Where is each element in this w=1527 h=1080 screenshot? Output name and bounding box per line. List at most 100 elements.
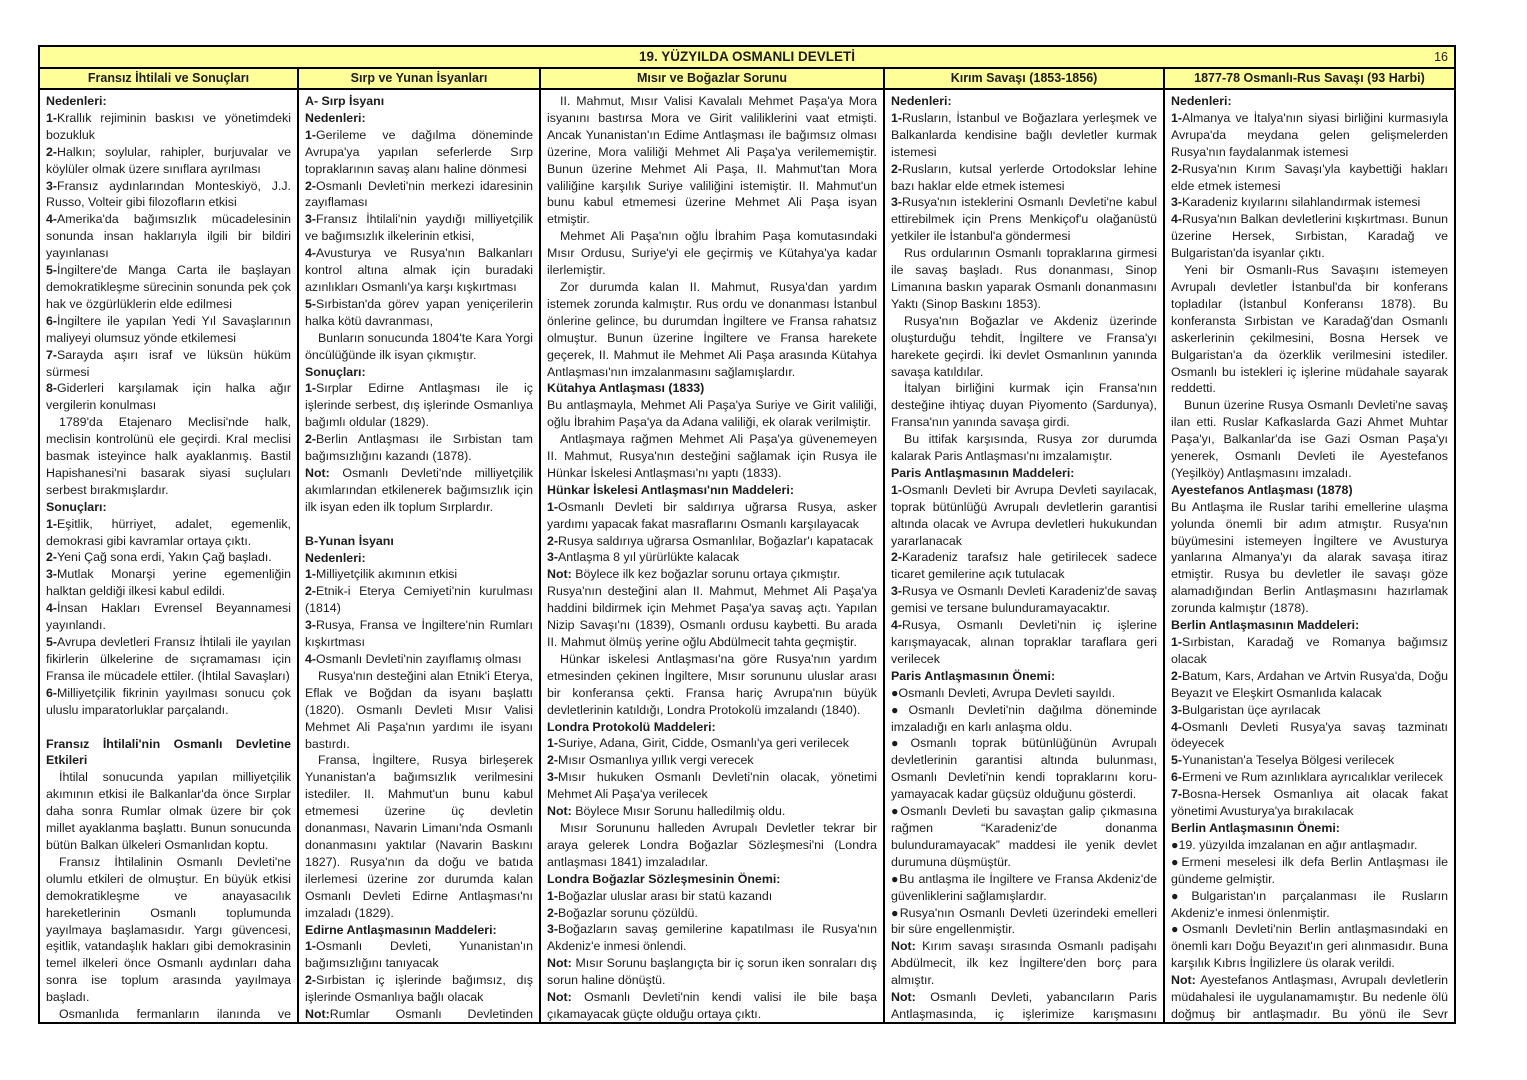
section-heading: Paris Antlaşmasının Maddeleri: [891,465,1075,480]
paragraph: 2-Rusların, kutsal yerlerde Ortodokslar … [891,161,1157,193]
bold-prefix: 5- [46,635,58,649]
paragraph: Rusya'nın desteğini alan II. Mahmut, Meh… [547,584,877,649]
paragraph: 3-Antlaşma 8 yıl yürürlükte kalacak [547,550,740,565]
bold-prefix: 6- [46,685,58,700]
section-heading: Paris Antlaşmasının Önemi: [891,668,1056,683]
bold-prefix: 1- [46,516,58,531]
bullet-marker: ● [891,804,901,819]
paragraph: 4-Rusya'nın Balkan devletlerini kışkırtm… [1171,212,1448,261]
bullet-marker: ● [1171,837,1179,852]
paragraph: ●19. yüzyılda imzalanan en ağır antlaşma… [1171,837,1418,852]
paragraph: 6-Ermeni ve Rum azınlıklara ayrıcalıklar… [1171,770,1444,785]
paragraph: 3-Mutlak Monarşi yerine egemenliğin halk… [46,567,291,599]
bold-prefix: Not: [891,990,916,1005]
bold-prefix: 2- [1171,161,1183,176]
section-heading: Nedenleri: [305,550,366,565]
bullet-marker: ● [1171,922,1183,937]
paragraph: 1-Osmanlı Devleti bir saldırıya uğrarsa … [547,499,877,531]
section-heading: A- Sırp İsyanı [305,94,385,108]
bold-prefix: 2- [305,432,317,447]
bold-prefix: 3- [891,584,903,599]
paragraph: 4-Osmanlı Devleti'nin zayıflamış olması [305,652,522,666]
paragraph: 1-Sırbistan, Karadağ ve Romanya bağımsız… [1171,635,1448,666]
paragraph: Rusya'nın desteğini alan Etnik'i Eterya,… [305,668,533,751]
paragraph: 2-Sırbistan iç işlerinde bağımsız, dış i… [305,973,533,1005]
bold-prefix: Not: [547,990,572,1005]
paragraph: II. Mahmut, Mısır Valisi Kavalalı Mehmet… [547,94,877,227]
paragraph: 1-Suriye, Adana, Girit, Cidde, Osmanlı'y… [547,736,849,751]
paragraph: 6-Milliyetçilik fikrinin yayılması sonuc… [46,685,291,717]
section-heading: Nedenleri: [305,110,366,125]
bold-prefix: 1- [547,888,559,903]
section-heading: Kütahya Antlaşması (1833) [547,381,705,396]
paragraph: Bunun üzerine Rusya Osmanlı Devleti'ne s… [1171,398,1448,480]
paragraph: ●Osmanlı Devleti'nin Berlin antlaşmasınd… [1171,922,1448,971]
bold-prefix: 2- [46,144,58,159]
paragraph: Fransa, İngiltere, Rusya birleşerek Yuna… [305,753,533,920]
paragraph: Bu Antlaşma ile Ruslar tarihi emellerine… [1171,499,1448,616]
bold-prefix: 1- [305,381,317,396]
section-heading: Berlin Antlaşmasının Önemi: [1171,820,1340,835]
paragraph: 1-Krallık rejiminin baskısı ve yönetimde… [46,110,291,142]
paragraph: 2-Osmanlı Devleti'nin merkezi idaresinin… [305,178,533,210]
paragraph: Not: Böylece ilk kez boğazlar sorunu ort… [547,567,841,582]
paragraph: Rusya'nın Boğazlar ve Akdeniz üzerinde o… [891,313,1157,379]
bold-prefix: Not: [1171,973,1196,988]
bold-prefix: 4- [1171,719,1183,734]
paragraph: Zor durumda kalan II. Mahmut, Rusya'dan … [547,279,877,379]
paragraph: 4-Osmanlı Devleti Rusya'ya savaş tazmina… [1171,719,1448,751]
bullet-marker: ● [891,871,900,886]
column-content-fransiz-ihtilali: Nedenleri: 1-Krallık rejiminin baskısı ve… [40,90,297,1022]
bold-prefix: 2- [46,550,58,565]
paragraph: ●Osmanlı Devleti, Avrupa Devleti sayıldı… [891,685,1116,700]
paragraph: Antlaşmaya rağmen Mehmet Ali Paşa'ya güv… [547,432,877,480]
paragraph: Not:Rumlar Osmanlı Devletinden ayrılarak… [305,1007,533,1022]
column-content-kirim-savasi: Nedenleri: 1-Rusların, İstanbul ve Boğazl… [883,90,1163,1022]
bold-prefix: 5- [46,263,58,278]
bold-prefix: 3- [305,618,317,633]
paragraph: 3-Mısır hukuken Osmanlı Devleti'nin olac… [547,770,877,802]
bullet-marker: ● [1171,888,1192,903]
paragraph: 4-Avusturya ve Rusya'nın Balkanları kont… [305,246,533,294]
bold-prefix: 3- [46,567,58,582]
paragraph: 5-Sırbistan'da görev yapan yeniçerilerin… [305,296,533,328]
paragraph: 1-Gerileme ve dağılma döneminde Avrupa'y… [305,127,533,176]
section-heading: Sonuçları: [46,499,107,514]
bold-prefix: 7- [1171,787,1183,802]
section-heading: Ayestefanos Antlaşması (1878) [1171,482,1353,497]
paragraph: Not: Böylece Mısır Sorunu halledilmiş ol… [547,804,786,819]
paragraph: 5-Avrupa devletleri Fransız İhtilali ile… [46,635,291,683]
bold-prefix: 4- [305,246,317,261]
paragraph: 1-Osmanlı Devleti bir Avrupa Devleti say… [891,482,1157,548]
paragraph: 4-Rusya, Osmanlı Devleti'nin iç işlerine… [891,618,1157,666]
column-content-misir-bogazlar: II. Mahmut, Mısır Valisi Kavalalı Mehmet… [539,90,883,1022]
paragraph: 8-Giderleri karşılamak için halka ağır v… [46,381,291,413]
bold-prefix: Not: [547,567,572,582]
paragraph: Mısır Sorununu halleden Avrupalı Devletl… [547,820,877,869]
paragraph: Yeni bir Osmanlı-Rus Savaşını istemeyen … [1171,263,1448,396]
bold-prefix: 2- [547,753,559,768]
column-content-sirp-yunan: A- Sırp İsyanı Nedenleri: 1-Gerileme ve da… [297,90,539,1022]
paragraph: 2-Rusya'nın Kırım Savaşı'yla kaybettiği … [1171,161,1448,193]
bullet-marker: ● [1171,854,1182,869]
bold-prefix: 4- [1171,212,1183,227]
page-title: 19. YÜZYILDA OSMANLI DEVLETİ [638,49,856,64]
paragraph: 2-Berlin Antlaşması ile Sırbistan tam ba… [305,432,533,464]
paragraph: ●Osmanlı toprak bütünlüğünün Avrupalı de… [891,736,1157,802]
paragraph: ●Osmanlı Devleti bu savaştan galip çıkma… [891,804,1158,869]
paragraph: 5-İngiltere'de Manga Carta ile başlayan … [46,263,291,311]
table-body-row: Nedenleri: 1-Krallık rejiminin baskısı ve… [40,90,1454,1022]
bold-prefix: 5- [1171,753,1183,768]
bold-prefix: Not: [547,804,572,819]
section-heading: Edirne Antlaşmasının Maddeleri: [305,922,497,937]
bold-prefix: 7- [46,347,58,362]
bold-prefix: 1- [305,939,317,954]
section-heading: Nedenleri: [1171,94,1232,108]
paragraph: 3-Bulgaristan üçe ayrılacak [1171,702,1321,717]
paragraph: 3-Boğazların savaş gemilerine kapatılmas… [547,922,877,954]
paragraph: 4-Amerika'da bağımsızlık mücadelesinin s… [46,212,291,261]
bold-prefix: 3- [547,922,559,937]
bold-prefix: Not: [891,939,916,954]
paragraph: 1-Rusların, İstanbul ve Boğazlara yerleş… [891,110,1157,159]
paragraph: Bu ittifak karşısında, Rusya zor durumda… [891,432,1157,464]
